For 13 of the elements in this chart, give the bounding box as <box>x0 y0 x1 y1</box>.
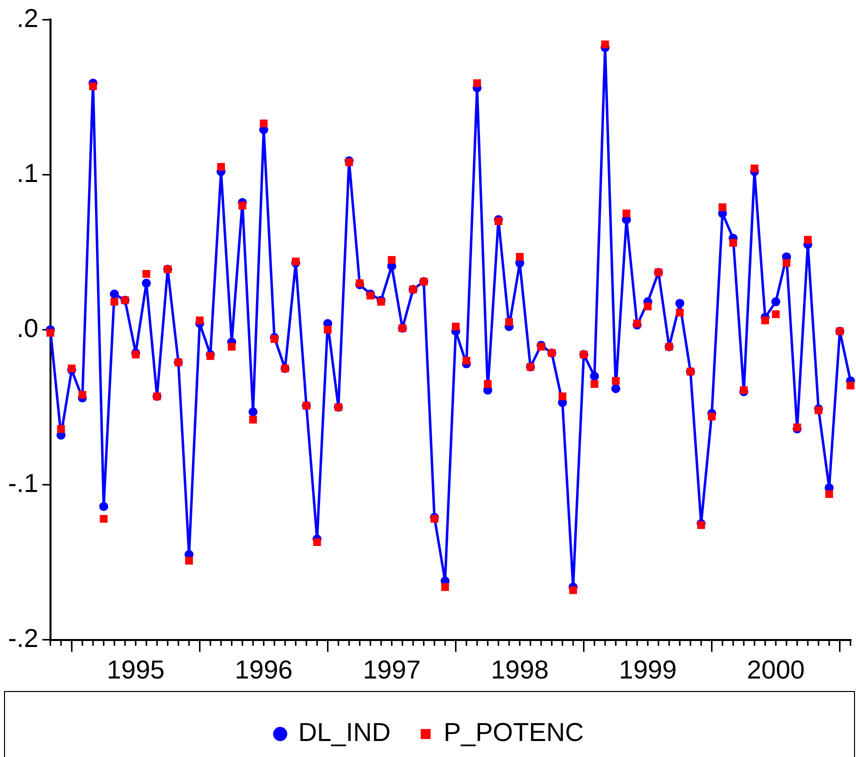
y-tick-label: .2 <box>16 2 38 33</box>
legend-label: DL_IND <box>298 717 391 748</box>
y-tick-label: .0 <box>16 312 38 343</box>
y-tick-label: -.1 <box>8 468 38 498</box>
y-tick-label: -.2 <box>8 622 38 653</box>
x-tick-label: 2000 <box>746 654 805 685</box>
y-tick-label: .1 <box>16 158 38 188</box>
x-tick-label: 1995 <box>106 654 165 685</box>
x-tick-label: 1997 <box>362 654 421 685</box>
legend-label: P_POTENC <box>444 717 584 748</box>
x-tick-label: 1999 <box>618 654 677 685</box>
x-tick-label: 1996 <box>234 654 293 685</box>
x-tick-label: 1998 <box>490 654 549 685</box>
